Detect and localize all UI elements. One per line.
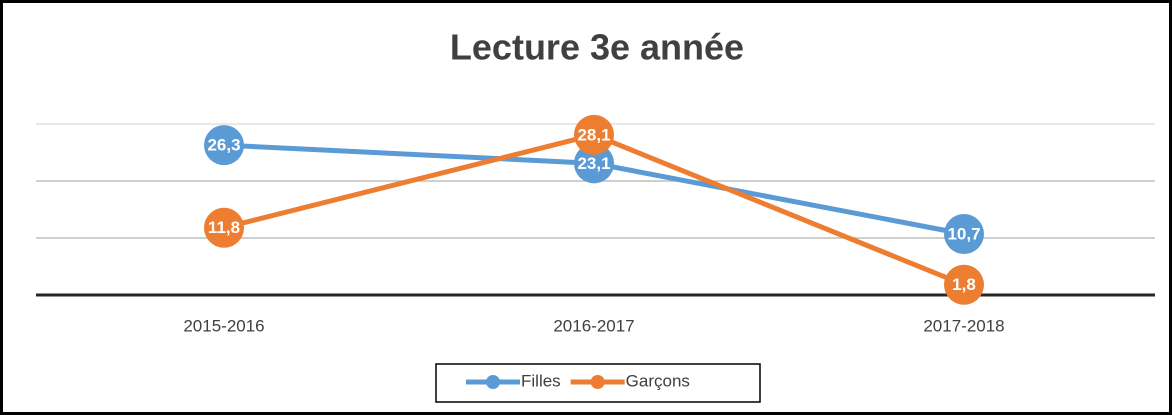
data-label: 26,3 xyxy=(207,136,240,155)
legend-label: Garçons xyxy=(626,371,690,390)
x-tick-label: 2016-2017 xyxy=(553,316,634,335)
data-point xyxy=(204,207,244,248)
legend-label: Filles xyxy=(521,371,561,390)
data-label: 1,8 xyxy=(952,275,976,294)
data-point xyxy=(574,143,614,184)
data-label: 23,1 xyxy=(577,154,610,173)
x-tick-label: 2017-2018 xyxy=(923,316,1004,335)
data-point xyxy=(204,125,244,166)
data-label: 28,1 xyxy=(577,125,610,144)
legend-marker xyxy=(590,375,605,389)
data-point xyxy=(574,114,614,155)
data-point xyxy=(944,264,984,305)
data-label: 10,7 xyxy=(947,224,980,243)
data-point xyxy=(944,214,984,255)
data-label: 11,8 xyxy=(208,218,240,237)
legend-marker xyxy=(486,375,500,389)
chart-title: Lecture 3e année xyxy=(450,27,744,68)
x-tick-label: 2015-2016 xyxy=(183,316,264,335)
